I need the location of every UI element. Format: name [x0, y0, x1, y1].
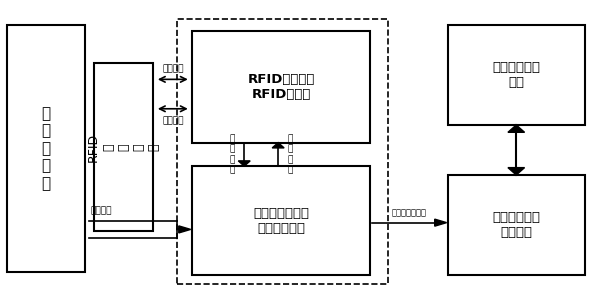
Polygon shape	[435, 219, 447, 226]
Text: 提供能量: 提供能量	[162, 64, 184, 73]
FancyBboxPatch shape	[448, 175, 585, 275]
Text: 提供编码与图像: 提供编码与图像	[392, 208, 426, 217]
Text: 变电设备视频
监控系统: 变电设备视频 监控系统	[492, 211, 540, 239]
Text: 控
制
功
率: 控 制 功 率	[287, 134, 292, 174]
FancyBboxPatch shape	[448, 25, 585, 125]
Polygon shape	[179, 226, 191, 233]
Polygon shape	[272, 143, 284, 148]
Polygon shape	[508, 125, 524, 132]
Text: 获取信息: 获取信息	[162, 116, 184, 125]
Text: 被
监
控
对
象: 被 监 控 对 象	[41, 106, 51, 191]
Polygon shape	[508, 168, 524, 175]
Text: 图像拍摄: 图像拍摄	[91, 206, 112, 215]
FancyBboxPatch shape	[7, 25, 85, 272]
Text: 带云台的摄像头
摄像头处理器: 带云台的摄像头 摄像头处理器	[253, 207, 309, 235]
Text: RFID
电
子
标
签: RFID 电 子 标 签	[87, 132, 160, 162]
FancyBboxPatch shape	[192, 166, 370, 275]
Text: 生产管理系统
接口: 生产管理系统 接口	[492, 61, 540, 89]
Text: 获
取
编
号: 获 取 编 号	[230, 134, 235, 174]
FancyBboxPatch shape	[94, 63, 153, 231]
FancyBboxPatch shape	[192, 31, 370, 143]
Text: RFID定向天线
RFID读写器: RFID定向天线 RFID读写器	[248, 73, 315, 101]
Polygon shape	[238, 161, 250, 166]
